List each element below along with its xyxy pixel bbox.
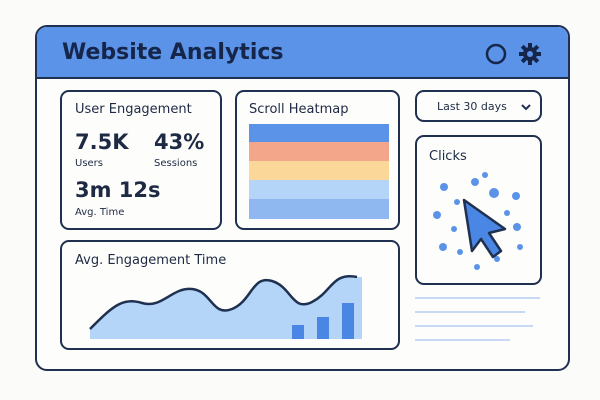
heatmap bbox=[249, 124, 389, 219]
card-title: Clicks bbox=[429, 149, 467, 164]
header-title: Website Analytics bbox=[62, 40, 284, 65]
scroll-heatmap-card: Scroll Heatmap bbox=[235, 90, 400, 230]
header-bar bbox=[37, 27, 568, 79]
clicks-card: Clicks bbox=[415, 135, 542, 285]
card-title: Scroll Heatmap bbox=[249, 102, 349, 117]
metric-value: 3m 12s bbox=[75, 178, 161, 202]
click-map bbox=[433, 172, 523, 270]
metric-label: Users bbox=[75, 158, 104, 169]
metric-value: 43% bbox=[154, 130, 205, 154]
text-placeholder bbox=[415, 297, 540, 341]
settings-icon[interactable] bbox=[519, 43, 541, 65]
engagement-chart bbox=[89, 274, 362, 339]
card-title: User Engagement bbox=[75, 102, 192, 117]
dropdown-label: Last 30 days bbox=[437, 100, 507, 113]
metric-label: Avg. Time bbox=[75, 207, 125, 218]
status-icon[interactable] bbox=[485, 43, 507, 65]
card-title: Avg. Engagement Time bbox=[75, 253, 227, 268]
engagement-time-card: Avg. Engagement Time bbox=[60, 240, 400, 350]
date-filter[interactable]: Last 30 days bbox=[415, 90, 542, 122]
metric-label: Sessions bbox=[154, 158, 198, 169]
metric-value: 7.5K bbox=[75, 130, 129, 154]
header-icons bbox=[485, 43, 541, 65]
user-engagement-card: User Engagement 7.5K Users 43% Sessions … bbox=[60, 90, 222, 230]
dropdown-arrow bbox=[521, 104, 531, 111]
